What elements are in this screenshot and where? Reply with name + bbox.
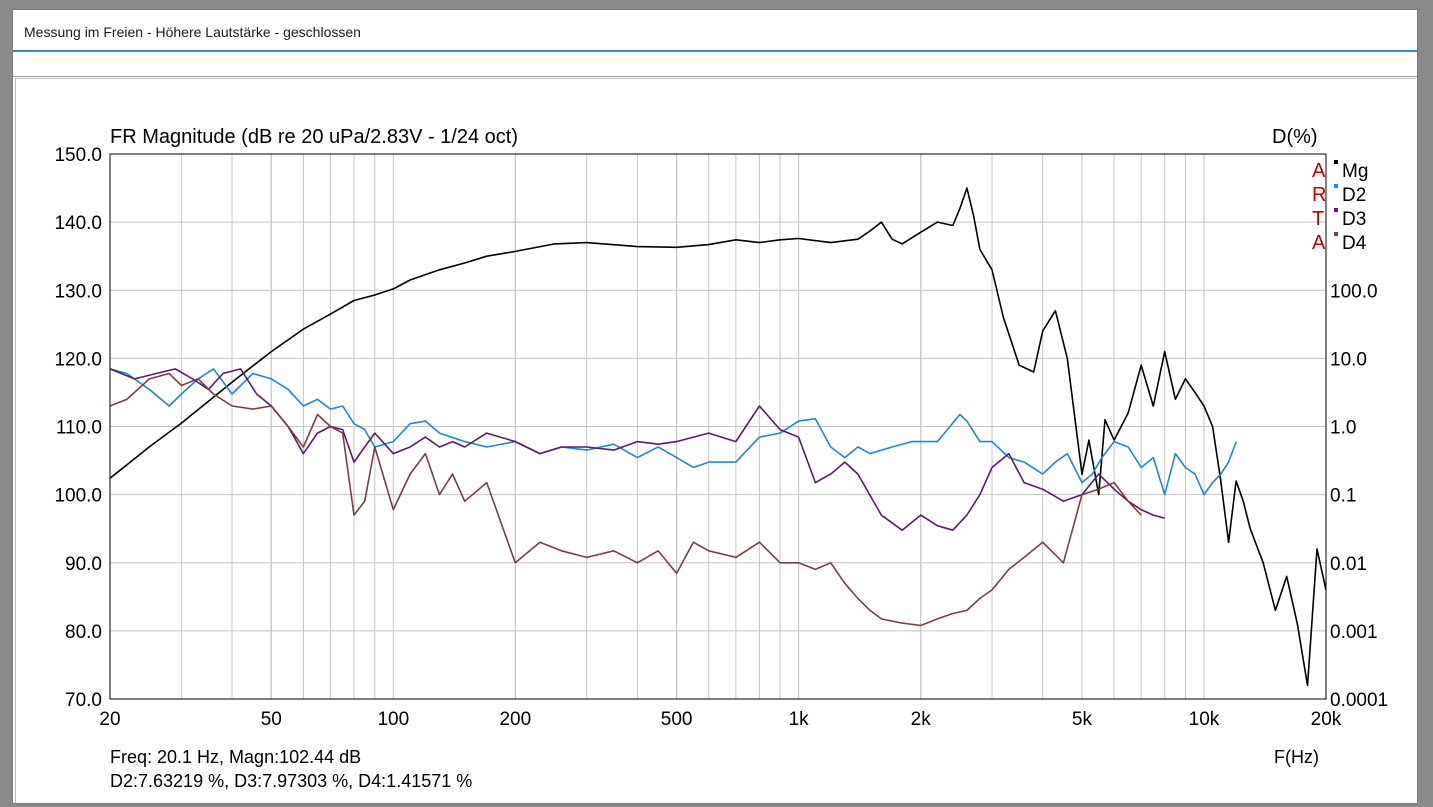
right-tick-label: 1.0 xyxy=(1330,418,1356,439)
arta-watermark-letter: R xyxy=(1312,184,1326,206)
legend-swatch xyxy=(1334,184,1338,188)
x-tick-label: 10k xyxy=(1189,709,1220,730)
right-axis-label: D(%) xyxy=(1272,126,1318,148)
series-line-d4 xyxy=(109,372,1142,627)
right-tick-label: 0.0001 xyxy=(1330,690,1388,711)
legend-label-d4: D4 xyxy=(1342,233,1367,254)
x-tick-label: 500 xyxy=(661,709,693,730)
y-tick-label: 70.0 xyxy=(65,690,102,711)
legend-label-d3: D3 xyxy=(1342,209,1366,230)
arta-watermark-letter: T xyxy=(1312,208,1324,230)
chart-title: FR Magnitude (dB re 20 uPa/2.83V - 1/24 … xyxy=(110,126,518,148)
x-tick-label: 2k xyxy=(911,709,932,730)
series-line-d2 xyxy=(109,368,1237,496)
right-tick-label: 10.0 xyxy=(1330,349,1367,370)
right-tick-label: 0.01 xyxy=(1330,554,1367,575)
right-tick-label: 0.1 xyxy=(1330,486,1356,507)
legend-label-d2: D2 xyxy=(1342,185,1366,206)
series-line-mg xyxy=(109,187,1327,687)
right-tick-label: 0.001 xyxy=(1330,622,1378,643)
x-tick-label: 20 xyxy=(99,709,120,730)
legend-swatch xyxy=(1334,160,1338,164)
y-tick-label: 90.0 xyxy=(65,554,102,575)
y-tick-label: 130.0 xyxy=(54,281,102,302)
x-axis-label: F(Hz) xyxy=(1274,747,1319,767)
frequency-response-chart[interactable]: FR Magnitude (dB re 20 uPa/2.83V - 1/24 … xyxy=(16,79,1416,803)
y-tick-label: 100.0 xyxy=(54,486,102,507)
x-tick-label: 200 xyxy=(499,709,531,730)
x-tick-label: 100 xyxy=(377,709,409,730)
legend-swatch xyxy=(1334,208,1338,212)
window-title: Messung im Freien - Höhere Lautstärke - … xyxy=(24,24,361,40)
title-bar: Messung im Freien - Höhere Lautstärke - … xyxy=(13,10,1417,52)
plot-panel: FR Magnitude (dB re 20 uPa/2.83V - 1/24 … xyxy=(15,78,1416,803)
arta-watermark-letter: A xyxy=(1312,232,1326,254)
y-tick-label: 150.0 xyxy=(54,145,102,166)
series-layer xyxy=(109,187,1327,687)
x-tick-label: 5k xyxy=(1072,709,1093,730)
x-tick-label: 20k xyxy=(1311,709,1342,730)
grid xyxy=(109,153,1326,700)
cursor-readout-line2: D2:7.63219 %, D3:7.97303 %, D4:1.41571 % xyxy=(110,771,472,791)
toolbar-strip xyxy=(13,54,1417,77)
x-tick-label: 50 xyxy=(261,709,282,730)
legend-label-mg: Mg xyxy=(1342,161,1368,182)
plot-frame xyxy=(109,153,1327,700)
cursor-readout-line1: Freq: 20.1 Hz, Magn:102.44 dB xyxy=(110,747,361,767)
y-tick-label: 140.0 xyxy=(54,213,102,234)
right-tick-label: 100.0 xyxy=(1330,281,1378,302)
arta-watermark-letter: A xyxy=(1312,160,1326,182)
measurement-window: Messung im Freien - Höhere Lautstärke - … xyxy=(12,9,1418,804)
legend-swatch xyxy=(1334,232,1338,236)
x-tick-label: 1k xyxy=(789,709,810,730)
y-tick-label: 80.0 xyxy=(65,622,102,643)
y-tick-label: 120.0 xyxy=(54,349,102,370)
y-tick-label: 110.0 xyxy=(56,418,102,439)
axis-labels: 20 50 100 200 500 1k 2k 5k 10k 20k 70.0 80.0 90.0 100… xyxy=(54,145,1388,730)
